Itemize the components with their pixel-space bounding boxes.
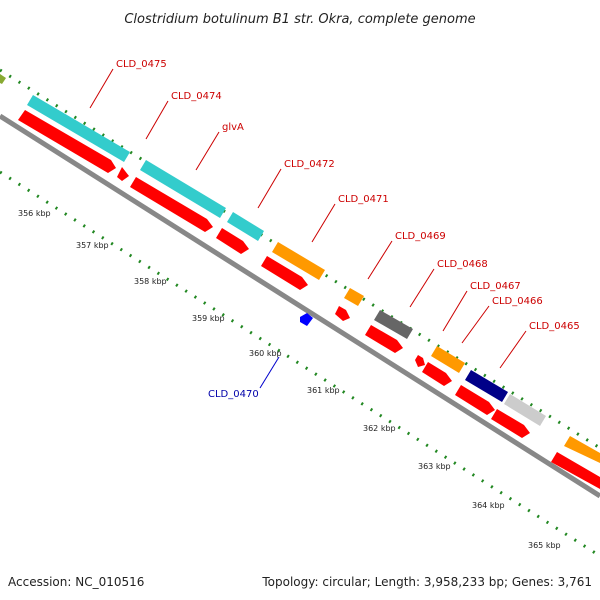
gene-label: CLD_0466 xyxy=(492,296,543,307)
cds-4 xyxy=(216,228,249,254)
gene-label-reverse: CLD_0470 xyxy=(208,389,259,400)
gene-label: CLD_0469 xyxy=(395,231,446,242)
tick-label: 358 kbp xyxy=(134,277,167,286)
gene-label: glvA xyxy=(222,122,244,133)
gene-label: CLD_0474 xyxy=(171,91,222,102)
gene-label: CLD_0472 xyxy=(284,159,335,170)
tick-label: 363 kbp xyxy=(418,462,451,471)
cds-5 xyxy=(261,256,308,290)
gene-label: CLD_0467 xyxy=(470,281,521,292)
tick-label: 361 kbp xyxy=(307,386,340,395)
olive-feature xyxy=(0,74,6,84)
feature-cyan-1 xyxy=(27,95,130,162)
feature-lightgray xyxy=(504,394,546,426)
tick-label: 362 kbp xyxy=(363,424,396,433)
cds-7 xyxy=(365,325,403,353)
cds-6 xyxy=(335,306,350,321)
tick-label: 360 kbp xyxy=(249,349,282,358)
tick-label: 356 kbp xyxy=(18,209,51,218)
feature-orange-2 xyxy=(344,288,364,306)
tick-label: 359 kbp xyxy=(192,314,225,323)
cds-row xyxy=(18,110,600,489)
inner-dotted-track xyxy=(0,170,600,558)
gene-labels: CLD_0475 CLD_0474 glvA CLD_0472 CLD_0471… xyxy=(116,59,580,400)
gene-label: CLD_0475 xyxy=(116,59,167,70)
feature-orange-3 xyxy=(431,346,465,373)
cds-10 xyxy=(455,385,495,415)
cds-11 xyxy=(491,409,530,438)
map-title: Clostridium botulinum B1 str. Okra, comp… xyxy=(124,12,475,27)
cds-2 xyxy=(117,167,129,181)
tick-labels: 356 kbp 357 kbp 358 kbp 359 kbp 360 kbp … xyxy=(18,209,561,550)
feature-navy xyxy=(465,370,508,402)
gene-label: CLD_0471 xyxy=(338,194,389,205)
reverse-feature-blue xyxy=(300,313,313,326)
tick-label: 357 kbp xyxy=(76,241,109,250)
reverse-label-leader xyxy=(259,356,280,389)
upper-feature-row xyxy=(27,95,600,463)
tick-label: 364 kbp xyxy=(472,501,505,510)
cds-3 xyxy=(130,177,213,232)
accession-text: Accession: NC_010516 xyxy=(8,575,144,589)
summary-text: Topology: circular; Length: 3,958,233 bp… xyxy=(261,575,592,589)
tick-label: 365 kbp xyxy=(528,541,561,550)
genome-backbone xyxy=(0,113,600,499)
feature-orange-1 xyxy=(272,242,325,280)
cds-8 xyxy=(415,355,425,367)
cds-12 xyxy=(551,452,600,489)
gene-label: CLD_0465 xyxy=(529,321,580,332)
gene-label: CLD_0468 xyxy=(437,259,488,270)
gene-label-leaders xyxy=(89,68,527,369)
feature-cyan-2 xyxy=(140,160,226,218)
feature-orange-4 xyxy=(564,436,600,463)
feature-gray xyxy=(374,310,413,339)
cds-1 xyxy=(18,110,116,173)
cds-9 xyxy=(422,362,452,386)
feature-cyan-3 xyxy=(227,212,264,241)
